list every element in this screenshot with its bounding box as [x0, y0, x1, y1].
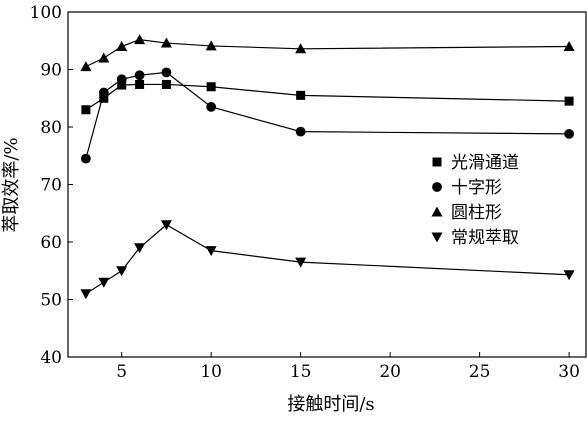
data-point [117, 80, 127, 90]
x-tick-label: 15 [290, 362, 312, 382]
data-point [135, 79, 145, 89]
legend-marker [431, 206, 443, 217]
legend-marker [431, 232, 443, 243]
data-point [296, 90, 306, 100]
data-point [160, 37, 172, 48]
data-point [563, 41, 575, 51]
x-axis-label: 接触时间/s [287, 394, 374, 415]
data-point [295, 257, 307, 268]
y-tick-label: 80 [40, 118, 62, 138]
data-point [80, 61, 92, 72]
data-point [116, 266, 128, 277]
data-point [99, 93, 109, 103]
series-line-1 [85, 71, 570, 159]
legend-marker [432, 157, 442, 167]
data-point [161, 79, 171, 89]
y-tick-label: 40 [40, 348, 62, 368]
y-tick-label: 90 [40, 61, 62, 81]
series-line-2 [85, 38, 570, 68]
x-tick-label: 25 [469, 362, 491, 382]
data-point [134, 70, 145, 81]
data-point [98, 52, 110, 63]
x-tick-label: 10 [200, 362, 222, 382]
series-line-0 [85, 83, 570, 111]
data-point [295, 126, 306, 137]
data-point [116, 41, 128, 51]
data-point [134, 243, 146, 254]
data-point [564, 96, 574, 106]
data-point [98, 277, 110, 288]
legend-marker [432, 182, 442, 192]
data-point [161, 67, 172, 78]
data-point [205, 246, 217, 257]
data-point [116, 74, 127, 85]
legend-label: 常规萃取 [451, 228, 519, 248]
y-tick-label: 70 [40, 176, 62, 196]
data-point [295, 43, 307, 54]
x-tick-label: 30 [558, 362, 580, 382]
data-point [134, 34, 146, 45]
axes: 5 10 15 20 25 30 40 50 60 70 80 90 100 [30, 3, 587, 382]
x-tick-label: 5 [116, 362, 127, 382]
data-point [206, 82, 216, 92]
legend-label: 圆柱形 [451, 203, 502, 223]
series-markers [80, 34, 575, 300]
y-tick-label: 50 [40, 291, 62, 311]
legend-label: 光滑通道 [451, 153, 519, 173]
plot-frame [67, 11, 587, 358]
y-axis-label: 萃取效率/% [1, 137, 22, 232]
y-tick-label: 100 [30, 3, 62, 23]
data-point [98, 87, 109, 98]
data-point [206, 101, 217, 112]
data-point [81, 105, 91, 115]
data-point [205, 40, 217, 51]
data-point [160, 220, 172, 231]
data-point [563, 270, 575, 281]
legend-label: 十字形 [451, 178, 502, 198]
data-point [80, 153, 91, 164]
data-point [564, 129, 575, 139]
x-tick-label: 20 [379, 362, 401, 382]
data-point [80, 289, 92, 300]
y-tick-label: 60 [40, 233, 62, 253]
